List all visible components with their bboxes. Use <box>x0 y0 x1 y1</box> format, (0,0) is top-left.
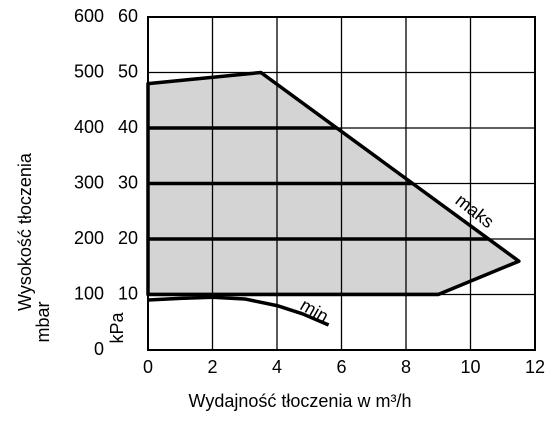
x-tick-label: 0 <box>143 357 153 377</box>
y2-tick-label: 30 <box>118 172 138 192</box>
y2-tick-label: 60 <box>118 6 138 26</box>
y-tick-label: 200 <box>74 228 104 248</box>
x-tick-label: 4 <box>272 357 282 377</box>
y-tick-label: 400 <box>74 117 104 137</box>
y-axis-unit: mbar <box>33 301 53 342</box>
y2-tick-label: 50 <box>118 61 138 81</box>
y2-tick-label: 40 <box>118 117 138 137</box>
x-axis-label: Wydajność tłoczenia w m³/h <box>189 391 412 411</box>
y-tick-label: 0 <box>94 339 104 359</box>
x-tick-label: 6 <box>336 357 346 377</box>
min-curve <box>147 295 330 327</box>
y-tick-label: 500 <box>74 61 104 81</box>
y-tick-label: 600 <box>74 6 104 26</box>
y-axis-label: Wysokość tłoczenia <box>15 152 35 311</box>
series-label: min. <box>297 295 336 329</box>
y2-tick-label: 20 <box>118 228 138 248</box>
y-tick-label: 300 <box>74 172 104 192</box>
x-tick-label: 10 <box>460 357 480 377</box>
y2-axis-unit: kPa <box>107 312 127 344</box>
x-tick-label: 2 <box>207 357 217 377</box>
x-tick-label: 12 <box>525 357 545 377</box>
y-tick-label: 100 <box>74 283 104 303</box>
y2-tick-label: 10 <box>118 283 138 303</box>
x-tick-label: 8 <box>401 357 411 377</box>
area-outline <box>146 70 521 297</box>
